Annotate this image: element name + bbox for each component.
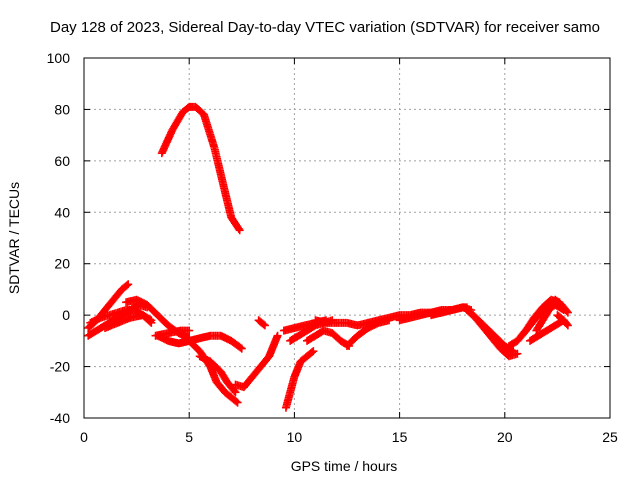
data-point (124, 280, 133, 289)
data-point-interp (145, 315, 154, 324)
data-point-interp (234, 224, 243, 233)
data-point (260, 321, 269, 330)
data-point (513, 349, 522, 358)
y-tick-label: 100 (47, 50, 71, 66)
data-point (185, 326, 194, 335)
x-tick-label: 20 (497, 429, 513, 445)
data-point-interp (308, 348, 317, 357)
data-point (509, 347, 518, 356)
chart-title: Day 128 of 2023, Sidereal Day-to-day VTE… (50, 19, 600, 36)
data-point-interp (562, 307, 571, 316)
plot-frame (83, 57, 611, 419)
series-arc-7 (157, 102, 244, 235)
data-point (147, 316, 156, 325)
x-tick-label: 5 (185, 429, 193, 445)
series-arc-8 (153, 331, 246, 353)
y-tick-label: -20 (50, 359, 70, 375)
x-tick-label: 25 (602, 429, 618, 445)
data-point-interp (230, 387, 239, 395)
series-arc-12 (254, 316, 269, 330)
series-arc-9 (185, 336, 242, 407)
series-arc-10 (195, 352, 240, 397)
series-arc-28 (553, 311, 572, 330)
data-point-interp (232, 397, 241, 406)
data-point (237, 344, 246, 353)
y-tick-label: -40 (50, 410, 70, 426)
series-arc-4 (101, 311, 156, 332)
x-tick-label: 15 (392, 429, 408, 445)
data-point-interp (122, 281, 131, 290)
grid-lines (84, 58, 610, 418)
y-tick-label: 80 (54, 101, 70, 117)
data-point (273, 331, 282, 340)
data-point-interp (259, 320, 268, 329)
y-tick-label: 60 (54, 153, 70, 169)
x-axis-title: GPS time / hours (291, 458, 398, 474)
y-axis-title: SDTVAR / TECUs (6, 182, 22, 294)
y-tick-label: 20 (54, 256, 70, 272)
x-tick-label: 0 (80, 429, 88, 445)
series-arc-21 (427, 303, 471, 320)
axis-ticks: 0 5 10 15 20 25 -40 -20 0 20 40 60 80 100 (47, 50, 618, 445)
series-arc-17 (311, 316, 373, 330)
data-point (563, 308, 572, 317)
series-arc-13 (281, 347, 318, 412)
data-point (309, 347, 318, 356)
data-points (84, 102, 572, 412)
data-point (231, 388, 240, 397)
data-point (563, 321, 572, 330)
series-arc-26 (532, 295, 572, 335)
data-point-interp (562, 320, 571, 329)
x-tick-label: 10 (287, 429, 303, 445)
series-arc-11 (231, 331, 282, 392)
y-tick-label: 0 (62, 307, 70, 323)
data-point (233, 398, 242, 407)
y-tick-label: 40 (54, 204, 70, 220)
data-point (235, 226, 244, 235)
data-point-interp (236, 343, 245, 352)
